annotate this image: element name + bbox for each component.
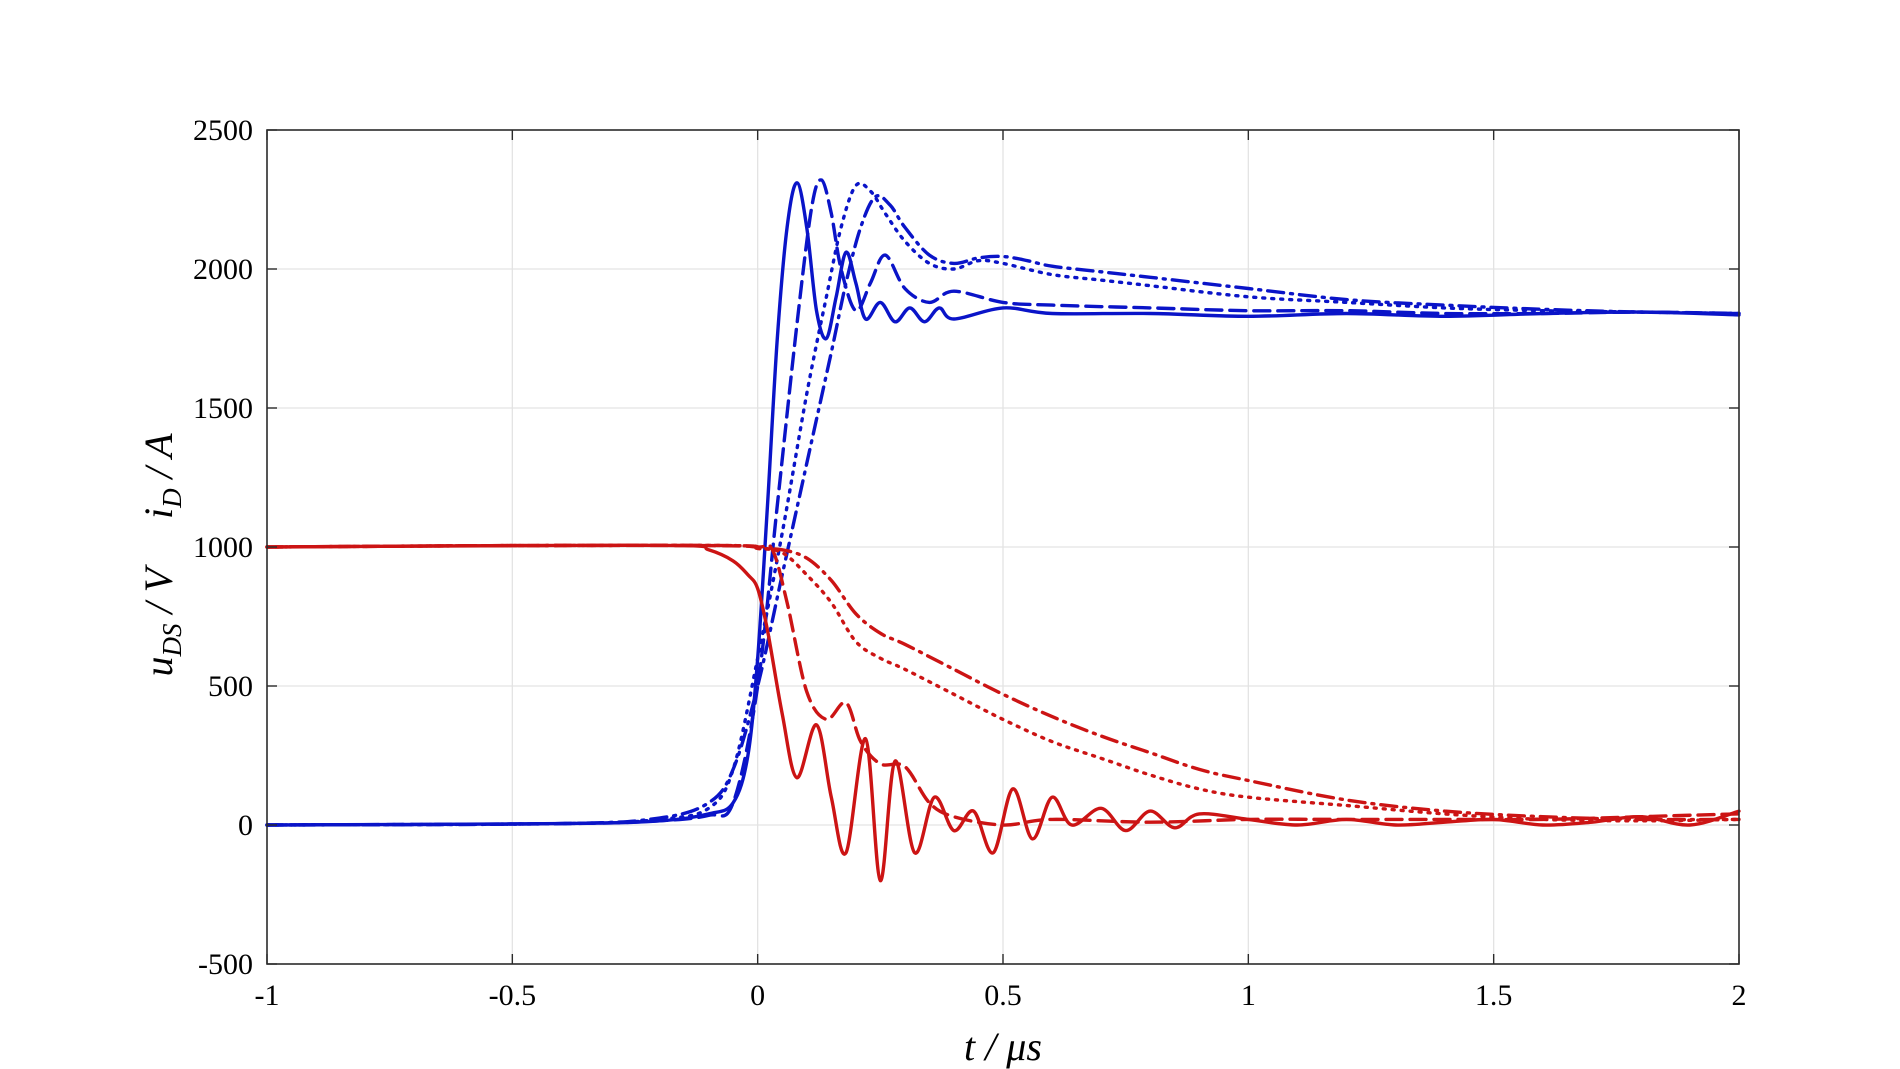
voltage-series-dashdot	[265, 543, 1741, 822]
current-series-dashed	[265, 178, 1741, 827]
y-tick-label: 1500	[193, 392, 253, 425]
y-tick-label: 2000	[193, 253, 253, 286]
y-tick-label: 2500	[193, 114, 253, 147]
x-tick-label: -1	[255, 979, 280, 1012]
x-tick-label: -0.5	[489, 979, 537, 1012]
series-layer	[265, 178, 1741, 883]
y-tick-label: 500	[208, 670, 253, 703]
tick-labels: -1 -0.5 0 0.5 1 1.5 2 -500 0 500 1000 1500 2000 2500	[193, 114, 1747, 1012]
x-tick-label: 1	[1241, 979, 1256, 1012]
x-tick-label: 2	[1732, 979, 1747, 1012]
voltage-series-solid	[265, 543, 1741, 883]
x-tick-label: 0	[750, 979, 765, 1012]
current-series-dashdot	[265, 194, 1741, 827]
current-series-solid	[265, 181, 1741, 827]
y-tick-label: 1000	[193, 531, 253, 564]
y-axis-label: uDS / ViD / A	[136, 433, 187, 677]
x-tick-label: 1.5	[1475, 979, 1513, 1012]
current-series-dotted	[265, 181, 1741, 827]
y-tick-label: 0	[238, 809, 253, 842]
x-tick-label: 0.5	[984, 979, 1022, 1012]
ticks	[266, 129, 1740, 965]
y-tick-label: -500	[198, 948, 253, 981]
x-axis-label: t / μs	[964, 1024, 1042, 1069]
